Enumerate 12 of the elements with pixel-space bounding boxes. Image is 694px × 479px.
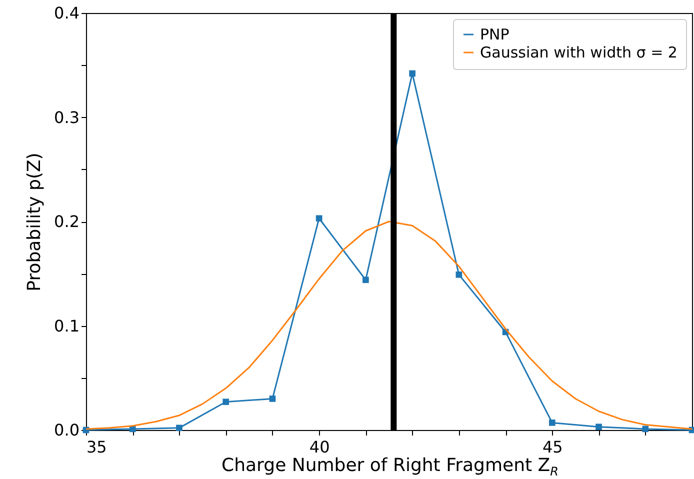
x-axis-title: Charge Number of Right Fragment Z$_{R}$ [220, 455, 560, 479]
y-tick-label: 0.4 [54, 4, 80, 22]
legend-label: PNP [480, 26, 510, 44]
y-axis-title: Probability p(Z) [24, 152, 46, 292]
y-tick-label: 0.3 [54, 108, 80, 127]
legend-label: Gaussian with width σ = 2 [480, 44, 678, 62]
x-tick-label: 40 [309, 438, 330, 456]
x-tick-label: 35 [86, 438, 107, 456]
y-tick-label: 0.0 [54, 420, 80, 440]
y-tick-label: 0.1 [54, 316, 80, 336]
x-tick-label: 45 [542, 438, 563, 456]
y-tick-label: 0.2 [54, 212, 80, 231]
